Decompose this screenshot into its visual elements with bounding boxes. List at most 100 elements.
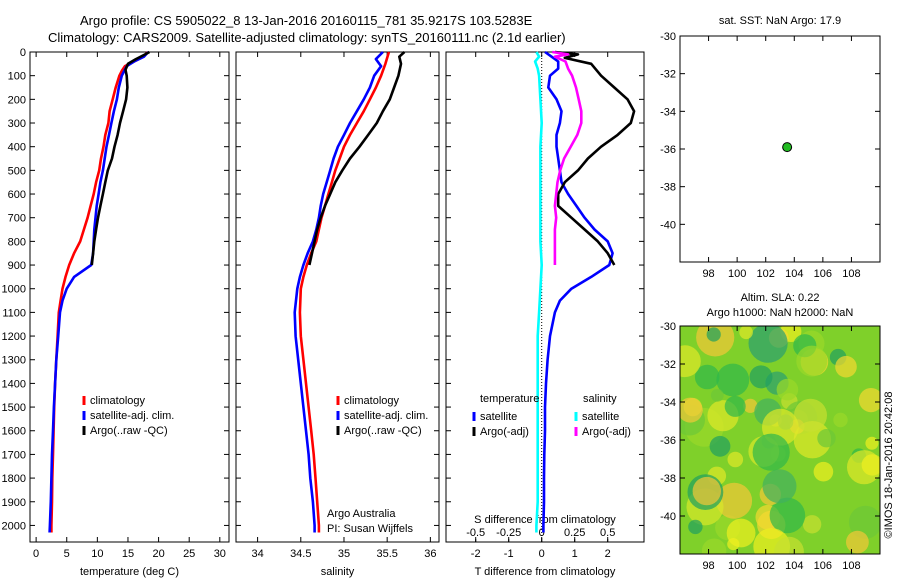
heatmap-blob <box>692 476 721 506</box>
series-line-2 <box>308 51 406 266</box>
sla-title-line2: Argo h1000: NaN h2000: NaN <box>707 307 854 319</box>
x-tick-label: 20 <box>152 548 164 560</box>
x-tick-label: 34 <box>251 548 263 560</box>
heatmap-blob <box>694 364 720 390</box>
legend-label: satellite-adj. clim. <box>344 410 428 422</box>
profile-panel-salinity: 34 34.5 35 35.5 36 salinity climatology satelli… <box>235 51 440 578</box>
y-tick-label: 1100 <box>2 307 26 319</box>
heatmap-blob <box>817 429 836 448</box>
x-tick-label: -2 <box>471 548 481 560</box>
legend-label: climatology <box>344 395 400 407</box>
heatmap-blob <box>796 345 828 377</box>
heatmap-blob <box>739 326 753 340</box>
heatmap-blob <box>846 530 869 554</box>
x-tick-label: 2 <box>605 548 611 560</box>
map-frame <box>679 35 881 263</box>
heatmap-blob <box>813 461 834 482</box>
series-line-1 <box>293 51 384 533</box>
argo-location-marker <box>782 142 793 153</box>
y-tick-label: 1000 <box>2 284 26 296</box>
legend-label: Argo(-adj) <box>582 426 631 438</box>
legend-heading-temperature: temperature <box>480 393 539 405</box>
s-tick-label: -0.5 <box>466 527 485 539</box>
x-tick-label: 25 <box>183 548 195 560</box>
y-tick-label: -32 <box>660 359 676 371</box>
y-tick-label: -30 <box>660 31 676 43</box>
x-tick-label: 35.5 <box>376 548 397 560</box>
x-tick-label: 102 <box>757 268 775 280</box>
x-tick-label: 5 <box>64 548 70 560</box>
legend-label: Argo(..raw -QC) <box>344 425 422 437</box>
plot-frame <box>235 51 440 543</box>
heatmap-blob <box>680 345 701 378</box>
x-tick-label: 98 <box>702 560 714 572</box>
y-tick-label: -34 <box>660 397 676 409</box>
x-tick-label: 104 <box>785 560 803 572</box>
s-tick-label: -0.25 <box>496 527 521 539</box>
profile-panel-temperature: 0 5 10 15 20 25 300100200300400500600700800900… <box>2 47 230 578</box>
s-axis-label: S difference from climatology <box>474 514 616 526</box>
heatmap-blob <box>726 518 756 548</box>
x-tick-label: 100 <box>728 560 746 572</box>
heatmap-blob <box>748 326 788 363</box>
x-tick-label: 0 <box>539 548 545 560</box>
x-tick-label: 98 <box>702 268 714 280</box>
y-tick-label: -38 <box>660 182 676 194</box>
profile-panel-difference: -2 -1 0 1 2 T difference from climatology -0.5… <box>445 50 645 578</box>
heatmap-blob <box>743 398 758 413</box>
x-tick-label: 15 <box>122 548 134 560</box>
x-tick-label: 108 <box>842 560 860 572</box>
x-tick-label: 108 <box>842 268 860 280</box>
y-tick-label: 1700 <box>2 449 26 461</box>
series-line-0 <box>298 51 391 533</box>
y-tick-label: 200 <box>8 94 26 106</box>
heatmap-blob <box>833 412 848 428</box>
annotation-line1: Argo Australia <box>327 508 396 520</box>
y-tick-label: 500 <box>8 165 26 177</box>
heatmap-blob <box>794 398 827 432</box>
y-tick-label: 300 <box>8 118 26 130</box>
series-line-2 <box>90 50 151 266</box>
y-tick-label: -36 <box>660 144 676 156</box>
y-tick-label: 1300 <box>2 355 26 367</box>
heatmap-blob <box>716 363 750 397</box>
heatmap-blob <box>835 355 857 378</box>
series-line-3 <box>552 50 583 265</box>
series-line-2 <box>533 51 543 533</box>
heatmap-blob <box>752 433 790 471</box>
imos-credit: ©IMOS 18-Jan-2016 20:42:08 <box>883 392 895 539</box>
series-line-1 <box>554 50 636 266</box>
y-tick-label: -32 <box>660 69 676 81</box>
heatmap-blob <box>861 454 880 476</box>
x-axis-label: temperature (deg C) <box>80 566 179 578</box>
y-tick-label: 1900 <box>2 497 26 509</box>
x-tick-label: 35 <box>338 548 350 560</box>
y-tick-label: 1600 <box>2 426 26 438</box>
y-tick-label: 400 <box>8 142 26 154</box>
x-axis-label: T difference from climatology <box>475 566 616 578</box>
y-tick-label: 1800 <box>2 473 26 485</box>
legend-label: satellite <box>582 411 619 423</box>
heatmap-blob <box>774 536 804 554</box>
s-tick-label: 0.5 <box>600 527 615 539</box>
heatmap-blob <box>701 538 727 554</box>
x-tick-label: 100 <box>728 268 746 280</box>
map-panel-sla: 98 100 102 104 106 108 -30 -32 -34 -36 -38 -40 Altim… <box>660 292 895 572</box>
legend-label: satellite-adj. clim. <box>90 410 174 422</box>
y-tick-label: -30 <box>660 321 676 333</box>
s-tick-label: 0 <box>539 527 545 539</box>
heatmap-blob <box>710 388 724 402</box>
y-tick-label: 0 <box>20 47 26 59</box>
figure-title-line1: Argo profile: CS 5905022_8 13-Jan-2016 2… <box>80 13 533 28</box>
heatmap-blob <box>680 397 703 423</box>
y-tick-label: 800 <box>8 236 26 248</box>
y-tick-label: 600 <box>8 189 26 201</box>
y-tick-label: 900 <box>8 260 26 272</box>
y-tick-label: 100 <box>8 71 26 83</box>
y-tick-label: 1500 <box>2 402 26 414</box>
x-tick-label: 104 <box>785 268 803 280</box>
x-tick-label: -1 <box>504 548 514 560</box>
y-tick-label: 1200 <box>2 331 26 343</box>
